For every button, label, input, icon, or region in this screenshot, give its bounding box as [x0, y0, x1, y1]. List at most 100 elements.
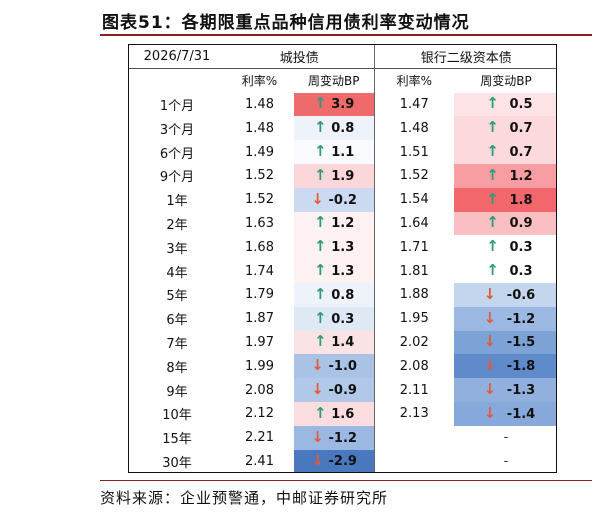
- chengtou-rate-cell: 2.12: [245, 406, 274, 422]
- chengtou-change-cell: ↑ 0.3: [294, 306, 375, 331]
- subheader-ct-rate: 利率%: [241, 74, 278, 89]
- table-body: 利率% 周变动BP 利率% 周变动BP 1个月 1.48 ↑ 3.9 1.47 ↑ 0.5 3…: [129, 68, 556, 472]
- chengtou-rate-cell: 1.68: [245, 239, 274, 255]
- term-cell: 1年: [166, 194, 188, 210]
- up-arrow-icon: ↑: [486, 165, 499, 184]
- down-arrow-icon: ↓: [483, 308, 497, 327]
- down-arrow-icon: ↓: [483, 403, 497, 422]
- change-value: 0.3: [331, 311, 355, 327]
- table-row: 3年 1.68 ↑ 1.3 1.71 ↑ 0.3: [129, 235, 556, 260]
- table-row: 9年 2.08 ↓ -0.9 2.11 ↓ -1.3: [129, 378, 556, 402]
- change-value: 1.6: [331, 406, 355, 422]
- term-cell: 6个月: [159, 146, 195, 162]
- table-row: 10年 2.12 ↑ 1.6 2.13 ↓ -1.4: [129, 401, 556, 426]
- bank-change-cell: -: [454, 425, 556, 450]
- chengtou-change-cell: ↓ -0.9: [294, 378, 375, 402]
- chengtou-rate-cell: 1.79: [245, 287, 274, 303]
- bank-change-cell: ↓ -1.3: [454, 378, 556, 402]
- up-arrow-icon: ↑: [486, 118, 499, 137]
- table-row: 9个月 1.52 ↑ 1.9 1.52 ↑ 1.2: [129, 163, 556, 188]
- bank-rate-cell: 1.47: [373, 92, 455, 117]
- term-cell: 9个月: [159, 170, 195, 186]
- chengtou-change-cell: ↑ 1.3: [294, 259, 375, 283]
- figure-title-bar: 图表51：各期限重点品种信用债利率变动情况: [100, 0, 592, 36]
- bank-rate-cell: 1.95: [373, 306, 455, 331]
- rate-change-table-frame: 2026/7/31 城投债 银行二级资本债 利率% 周变动BP 利率% 周变动B…: [128, 44, 557, 473]
- chengtou-change-cell: ↑ 1.9: [294, 163, 375, 188]
- chengtou-rate-cell: 2.21: [245, 430, 274, 446]
- down-arrow-icon: ↓: [311, 189, 324, 208]
- change-value: -1.4: [506, 406, 536, 422]
- term-cell: 3年: [166, 241, 188, 257]
- change-value: -0.2: [328, 192, 357, 208]
- bank-change-cell: ↓ -1.5: [454, 330, 556, 355]
- chengtou-rate-cell: 1.74: [245, 263, 274, 279]
- up-arrow-icon: ↑: [486, 189, 499, 208]
- down-arrow-icon: ↓: [483, 380, 497, 399]
- change-value: 0.8: [331, 287, 355, 303]
- bank-change-cell: ↑ 0.9: [454, 211, 556, 236]
- change-value: -1.3: [506, 383, 536, 399]
- bank-change-cell: -: [454, 449, 556, 472]
- up-arrow-icon: ↑: [486, 261, 499, 280]
- change-value: -1.5: [506, 335, 536, 351]
- subheader-ct-change: 周变动BP: [308, 74, 360, 89]
- bank-change-cell: ↑ 0.7: [454, 116, 556, 141]
- bank-change-cell: ↑ 0.3: [454, 235, 556, 260]
- change-value: 1.2: [331, 216, 355, 232]
- chengtou-change-cell: ↓ -2.9: [294, 449, 375, 472]
- bank-change-cell: ↑ 1.8: [454, 187, 556, 212]
- down-arrow-icon: ↓: [483, 332, 497, 351]
- down-arrow-icon: ↓: [311, 380, 324, 399]
- change-value: 0.5: [509, 97, 533, 113]
- rate-change-table: 2026/7/31 城投债 银行二级资本债 利率% 周变动BP 利率% 周变动B…: [129, 45, 556, 472]
- table-row: 6个月 1.49 ↑ 1.1 1.51 ↑ 0.7: [129, 140, 556, 164]
- chengtou-rate-cell: 1.97: [245, 334, 274, 350]
- bank-change-cell: ↑ 1.2: [454, 163, 556, 188]
- chengtou-change-cell: ↓ -0.2: [294, 187, 375, 212]
- change-value: -2.9: [328, 454, 357, 470]
- term-cell: 15年: [162, 432, 192, 448]
- up-arrow-icon: ↑: [486, 213, 499, 232]
- chengtou-change-cell: ↓ -1.2: [294, 425, 375, 450]
- date-header: 2026/7/31: [143, 49, 211, 65]
- source-note: 资料来源：企业预警通，中邮证券研究所: [100, 480, 592, 508]
- change-value: -1.2: [506, 311, 536, 327]
- down-arrow-icon: ↓: [311, 356, 324, 375]
- up-arrow-icon: ↑: [313, 308, 327, 327]
- table-row: 5年 1.79 ↑ 0.8 1.88 ↓ -0.6: [129, 282, 556, 307]
- change-value: 0.8: [331, 121, 355, 137]
- bank-rate-cell: 1.52: [373, 163, 455, 188]
- term-cell: 10年: [162, 408, 192, 424]
- term-cell: 5年: [166, 289, 188, 305]
- chengtou-rate-cell: 1.87: [245, 311, 274, 327]
- chengtou-rate-cell: 1.48: [245, 96, 274, 112]
- chengtou-change-cell: ↑ 1.6: [294, 401, 375, 426]
- bank-rate-cell: 1.48: [373, 116, 455, 141]
- bank-rate-cell: 2.13: [373, 401, 455, 426]
- term-cell: 3个月: [159, 122, 195, 138]
- table-row: 30年 2.41 ↓ -2.9 -: [129, 449, 556, 472]
- change-value: 1.1: [331, 145, 355, 161]
- table-row: 7年 1.97 ↑ 1.4 2.02 ↓ -1.5: [129, 330, 556, 355]
- change-value: 1.4: [331, 335, 355, 351]
- bank-change-cell: ↑ 0.5: [454, 92, 556, 117]
- chengtou-rate-cell: 1.52: [245, 168, 274, 184]
- change-value: 0.3: [509, 264, 533, 280]
- bank-change-cell: ↓ -0.6: [454, 282, 556, 307]
- table-row: 1年 1.52 ↓ -0.2 1.54 ↑ 1.8: [129, 187, 556, 212]
- chengtou-change-cell: ↓ -1.0: [294, 354, 375, 379]
- term-cell: 4年: [166, 265, 188, 281]
- term-cell: 7年: [166, 336, 188, 352]
- chengtou-rate-cell: 2.41: [245, 453, 274, 469]
- bank-rate-cell: 2.02: [373, 330, 455, 355]
- bank-rate-cell: 2.08: [373, 354, 455, 379]
- table-row: 2年 1.63 ↑ 1.2 1.64 ↑ 0.9: [129, 211, 556, 236]
- chengtou-rate-cell: 1.52: [245, 192, 274, 208]
- down-arrow-icon: ↓: [311, 451, 324, 470]
- table-row: 3个月 1.48 ↑ 0.8 1.48 ↑ 0.7: [129, 116, 556, 141]
- chengtou-rate-cell: 1.99: [245, 358, 274, 374]
- subheader-term: [129, 69, 225, 93]
- bank-change-cell: ↓ -1.2: [454, 306, 556, 331]
- chengtou-change-cell: ↑ 0.8: [294, 282, 375, 307]
